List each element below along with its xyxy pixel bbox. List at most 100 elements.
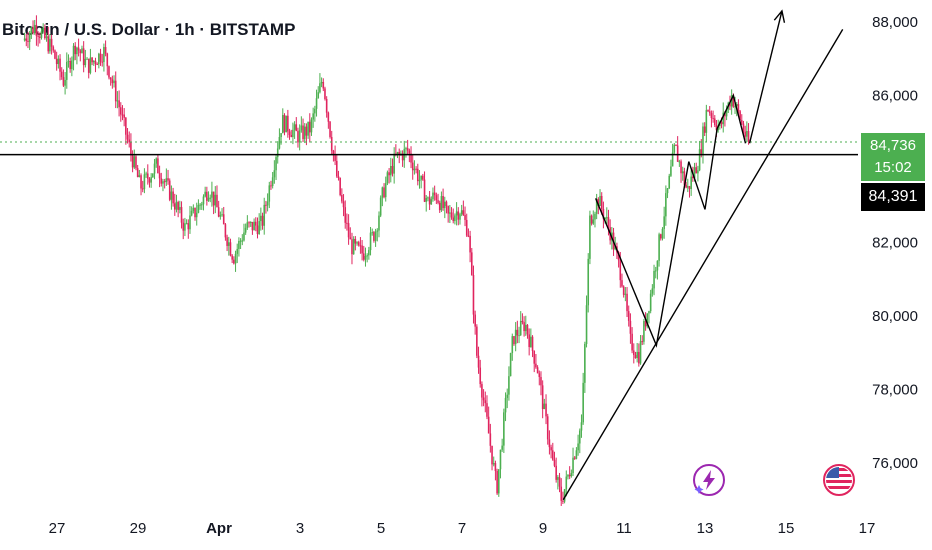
lightning-bolt-icon[interactable] xyxy=(692,463,726,497)
candle-body xyxy=(383,187,385,198)
candle-body xyxy=(325,99,328,113)
candle-body xyxy=(474,314,476,327)
candle-body xyxy=(568,474,571,477)
us-flag-icon[interactable] xyxy=(822,463,856,497)
candle-body xyxy=(71,60,73,70)
candle-body xyxy=(472,275,475,315)
candle-body xyxy=(168,180,171,200)
candle-body xyxy=(481,384,483,398)
candle-body xyxy=(541,385,544,410)
candle-body xyxy=(492,463,495,465)
x-tick-label: 29 xyxy=(130,520,147,537)
x-tick-label: 9 xyxy=(539,520,547,537)
candle-body xyxy=(693,167,696,179)
candle-body xyxy=(519,320,522,336)
candle-body xyxy=(209,197,212,199)
candle-body xyxy=(283,115,286,133)
candle-body xyxy=(76,47,78,55)
candle-body xyxy=(398,152,401,155)
candle-body xyxy=(695,167,698,174)
candle-body xyxy=(410,153,412,163)
candle-body xyxy=(369,232,372,251)
candle-body xyxy=(349,237,352,240)
candle-body xyxy=(619,260,622,281)
candle-body xyxy=(680,161,682,174)
candle-body xyxy=(587,258,590,306)
candle-body xyxy=(464,215,466,220)
candle-body xyxy=(530,336,532,348)
candle-body xyxy=(605,217,608,219)
candle-body xyxy=(202,196,205,205)
candle-body xyxy=(224,224,227,238)
candle-body xyxy=(413,168,416,171)
candle-body xyxy=(52,46,55,51)
candle-body xyxy=(469,235,471,253)
x-tick-label: Apr xyxy=(206,520,232,537)
candle-body xyxy=(445,201,448,207)
candle-body xyxy=(217,207,220,217)
candle-body xyxy=(32,27,34,33)
candle-body xyxy=(476,326,478,356)
candle-body xyxy=(342,201,345,208)
candle-body xyxy=(374,231,377,241)
candle-body xyxy=(553,459,556,466)
candle-body xyxy=(320,81,323,84)
candle-body xyxy=(206,191,208,201)
candle-body xyxy=(265,204,267,206)
candle-body xyxy=(715,125,718,131)
candle-body xyxy=(337,176,340,179)
candle-body xyxy=(305,126,308,136)
candle-body xyxy=(55,58,58,65)
candle-body xyxy=(290,134,293,137)
candle-body xyxy=(405,148,407,150)
candle-body xyxy=(638,351,640,364)
candle-body xyxy=(241,240,244,242)
last-price-tag: 84,736 15:02 xyxy=(861,133,925,181)
candle-body xyxy=(538,373,541,378)
candle-body xyxy=(555,465,557,480)
arrow-drawing xyxy=(748,10,783,144)
candle-body xyxy=(548,439,551,448)
candle-body xyxy=(440,196,443,211)
candle-body xyxy=(665,193,667,217)
candle-body xyxy=(135,156,137,169)
candle-body xyxy=(496,471,498,494)
candle-body xyxy=(438,202,441,211)
candle-body xyxy=(314,108,316,114)
candle-body xyxy=(118,100,120,108)
candle-body xyxy=(99,53,102,62)
candle-body xyxy=(700,149,703,154)
candle-body xyxy=(371,232,374,234)
candle-body xyxy=(152,173,154,178)
candle-body xyxy=(54,50,56,59)
candle-body xyxy=(381,187,384,198)
candle-body xyxy=(227,242,230,246)
candle-body xyxy=(37,35,39,37)
candle-body xyxy=(565,476,568,490)
candle-body xyxy=(254,221,257,226)
candle-body xyxy=(582,382,584,423)
candle-body xyxy=(584,344,586,383)
candle-body xyxy=(484,400,487,404)
candle-body xyxy=(681,171,684,174)
zigzag-drawing xyxy=(595,93,747,348)
candle-body xyxy=(602,208,605,219)
candle-body xyxy=(65,61,68,80)
candle-body xyxy=(734,106,736,108)
candle-body xyxy=(172,191,174,204)
candle-body xyxy=(465,219,468,236)
candle-body xyxy=(280,133,282,138)
candle-body xyxy=(557,477,559,480)
candle-body xyxy=(627,311,630,321)
candle-body xyxy=(177,202,179,210)
candle-body xyxy=(572,457,574,474)
candle-body xyxy=(663,216,665,229)
candle-body xyxy=(221,214,223,216)
candle-body xyxy=(276,148,279,158)
candle-body xyxy=(518,335,520,337)
candle-body xyxy=(160,178,163,184)
candle-body xyxy=(292,129,294,137)
candle-body xyxy=(67,60,70,62)
candle-body xyxy=(624,293,627,295)
